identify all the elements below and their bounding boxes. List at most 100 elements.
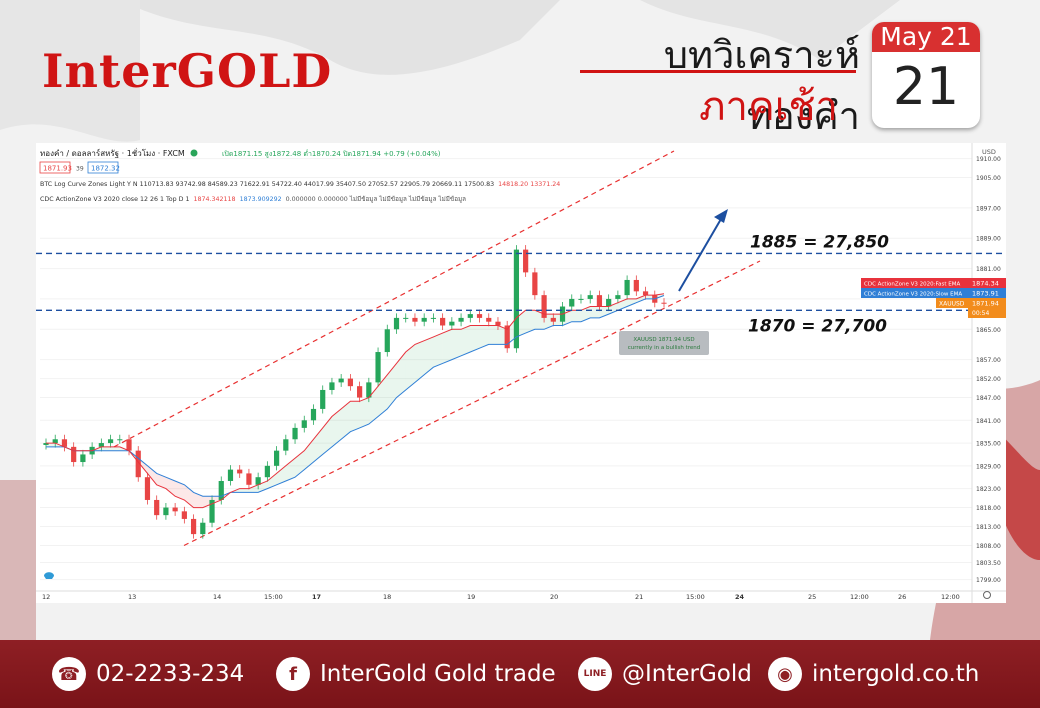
candle-body xyxy=(393,317,400,330)
ema-fill-segment xyxy=(359,397,369,428)
candle-body xyxy=(135,450,141,478)
legend-slow-price-tag xyxy=(968,288,1006,298)
calendar-icon: May 21 21 xyxy=(872,22,980,128)
candle-body xyxy=(61,439,68,447)
ema-fill-segment xyxy=(405,344,415,390)
x-tick-label: 12:00 xyxy=(941,593,960,601)
candle-body xyxy=(467,314,473,318)
candle-body xyxy=(440,317,446,326)
fast-ema-line xyxy=(46,293,665,509)
y-tick-label: 1813.00 xyxy=(976,524,1001,531)
facebook-page: InterGold Gold trade xyxy=(320,661,556,687)
y-tick-label: 1829.00 xyxy=(976,463,1001,470)
candle-body xyxy=(541,295,547,318)
legend-symbol-label: XAUUSD xyxy=(939,301,965,308)
y-tick-label: 1808.00 xyxy=(976,543,1001,550)
candle-body xyxy=(403,317,409,319)
page-title: บทวิเคราะห์ทองคำ xyxy=(663,33,860,138)
ema-fill-segment xyxy=(636,295,646,303)
ema-fill-segment xyxy=(202,496,213,508)
legend-slow-value: 1873.91 xyxy=(972,290,999,298)
candle-body xyxy=(154,499,160,516)
calendar-day: 21 xyxy=(892,57,960,117)
slow-ema-line xyxy=(46,295,665,497)
website-url: intergold.co.th xyxy=(812,661,980,687)
candle-body xyxy=(384,329,390,353)
ema-fill-segment xyxy=(295,450,305,478)
ema-fill-segment xyxy=(571,310,581,322)
candle-body xyxy=(606,298,612,307)
current-price-tag xyxy=(968,298,1006,318)
ema-fill-segment xyxy=(627,298,637,307)
ema-fill-segment xyxy=(156,473,166,489)
candle-body xyxy=(412,317,418,322)
tooltip-line2: currently in a bullish trend xyxy=(628,345,701,351)
line-app-icon: LINE xyxy=(578,657,612,691)
y-tick-label: 1857.00 xyxy=(976,357,1001,364)
y-tick-label: 1889.00 xyxy=(976,236,1001,243)
legend-symbol xyxy=(936,298,968,308)
footer-line[interactable]: LINE @InterGold xyxy=(578,640,752,708)
globe-icon: ◉ xyxy=(768,657,802,691)
candle-body xyxy=(615,295,621,299)
candle-body xyxy=(264,465,270,478)
candle-body xyxy=(569,298,575,307)
footer-website[interactable]: ◉ intergold.co.th xyxy=(768,640,979,708)
ema-fill-segment xyxy=(461,325,471,356)
y-tick-label: 1897.00 xyxy=(976,205,1001,212)
candle-body xyxy=(246,473,252,485)
candle-body xyxy=(532,272,538,296)
ema-fill-segment xyxy=(147,465,157,485)
tradingview-logo-icon xyxy=(44,572,54,579)
legend-slow-label: CDC ActionZone V3 2020:Slow EMA xyxy=(864,292,962,298)
candle-body xyxy=(357,386,363,398)
ema-fill-segment xyxy=(258,481,268,493)
candle-body xyxy=(366,382,372,398)
y-tick-label: 1847.00 xyxy=(976,395,1001,402)
legend-slow-ema xyxy=(861,288,968,298)
y-tick-label: 1905.00 xyxy=(976,175,1001,182)
candle-body xyxy=(495,321,501,326)
candle-body xyxy=(338,378,344,383)
ema-fill-segment xyxy=(322,416,332,455)
bid-price: 1871.93 xyxy=(43,165,72,173)
calendar-month: May 21 xyxy=(872,22,980,52)
indicator-btc-zones: BTC Log Curve Zones Light Y N 110713.83 … xyxy=(40,181,560,188)
ema-fill-segment xyxy=(451,329,462,360)
ask-box[interactable] xyxy=(87,161,119,174)
brand-logo: InterGOLD xyxy=(42,44,333,98)
candle-body xyxy=(163,507,169,516)
footer-phone[interactable]: ☎ 02-2233-234 xyxy=(52,640,244,708)
candle-body xyxy=(181,511,187,519)
x-tick-label: 15:00 xyxy=(264,593,283,601)
spread-value: 39 xyxy=(76,166,84,173)
candle-body xyxy=(661,302,667,304)
x-tick-label: 19 xyxy=(467,593,475,601)
x-tick-label: 18 xyxy=(383,593,391,601)
candle-body xyxy=(292,427,298,440)
ema-fill-segment xyxy=(267,473,277,489)
candle-body xyxy=(107,439,114,444)
bid-box[interactable] xyxy=(39,161,71,174)
legend-fast-ema xyxy=(861,278,968,288)
ema-fill-segment xyxy=(175,481,185,500)
ema-fill-segment xyxy=(165,477,176,497)
phone-number: 02-2233-234 xyxy=(96,661,245,687)
candle-body xyxy=(117,439,123,441)
x-tick-label: 20 xyxy=(550,593,558,601)
y-tick-label: 1835.00 xyxy=(976,441,1001,448)
legend-fast-label: CDC ActionZone V3 2020:Fast EMA xyxy=(864,282,961,288)
ema-fill-segment xyxy=(239,488,249,493)
ema-fill-segment xyxy=(479,325,489,349)
settings-gear-icon[interactable] xyxy=(983,591,991,599)
ema-fill-segment xyxy=(378,374,388,417)
x-tick-label: 12 xyxy=(42,593,50,601)
y-tick-label: 1799.00 xyxy=(976,577,1001,584)
candle-body xyxy=(596,295,603,307)
price-chart[interactable]: 1885 = 27,850 1870 = 27,700 1910.00 1905.0… xyxy=(36,143,1006,603)
candle-body xyxy=(43,443,49,445)
ema-fill-segment xyxy=(313,427,323,463)
x-tick-label: 15:00 xyxy=(686,593,705,601)
footer-facebook[interactable]: f InterGold Gold trade xyxy=(276,640,556,708)
x-tick-label: 21 xyxy=(635,593,643,601)
